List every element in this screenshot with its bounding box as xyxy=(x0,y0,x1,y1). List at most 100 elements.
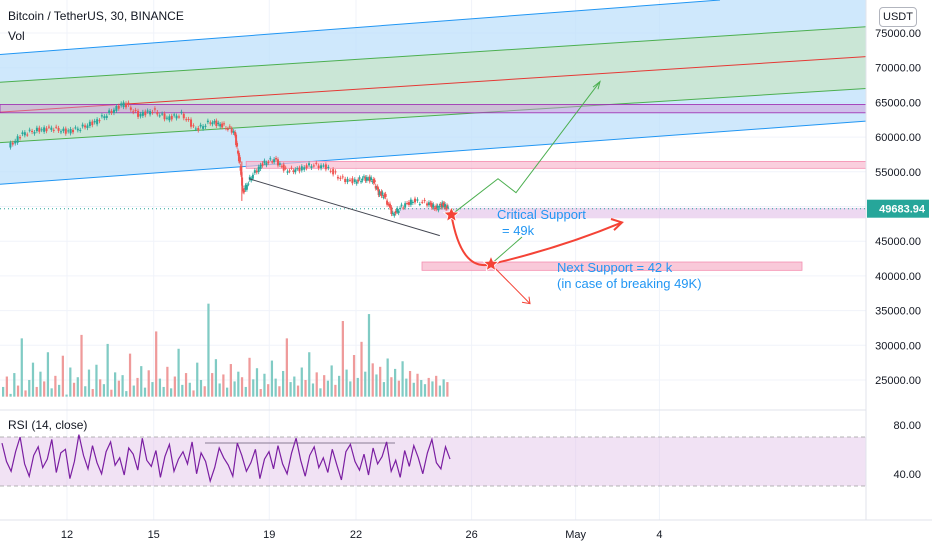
projection-recover-curve xyxy=(490,221,623,266)
candle-body xyxy=(180,111,183,113)
candle-body xyxy=(400,204,403,206)
candle-body xyxy=(204,125,207,127)
arrow-head xyxy=(610,218,624,231)
volume-bar xyxy=(181,384,184,397)
candle-body xyxy=(236,150,239,154)
candle-body xyxy=(19,137,22,139)
volume-bar xyxy=(311,383,315,397)
candle-body xyxy=(241,185,244,188)
candle-body xyxy=(439,204,442,206)
volume-bar xyxy=(177,348,180,397)
candle-body xyxy=(446,206,449,208)
volume-bar xyxy=(147,370,150,397)
candle-body xyxy=(423,199,426,202)
candle-body xyxy=(175,115,178,119)
candle-body xyxy=(245,184,248,190)
volume-bar xyxy=(76,377,79,397)
candle-body xyxy=(394,211,397,214)
candle-body xyxy=(310,166,313,168)
candle-body xyxy=(237,152,240,162)
candle-body xyxy=(228,126,231,128)
volume-bar xyxy=(352,355,356,397)
volume-bar xyxy=(132,385,135,397)
volume-bar xyxy=(278,386,281,397)
candle-body xyxy=(358,177,361,179)
critical-support-label: Critical Support xyxy=(497,207,586,222)
candle-body xyxy=(275,157,278,160)
volume-bar xyxy=(13,373,16,397)
volume-bar xyxy=(259,389,262,397)
candle-body xyxy=(445,208,448,210)
candle-body xyxy=(432,204,435,208)
candle-body xyxy=(232,131,235,133)
candle-body xyxy=(50,127,53,130)
volume-bar xyxy=(170,388,173,397)
candle-body xyxy=(259,164,262,169)
candle-body xyxy=(421,201,424,203)
candle-body xyxy=(386,200,389,205)
price-tick-label: 25000.00 xyxy=(875,375,921,387)
candle-body xyxy=(334,171,337,173)
candle-body xyxy=(64,128,67,134)
candle-body xyxy=(173,114,176,116)
candle-body xyxy=(69,128,72,134)
channel-green-lower xyxy=(0,88,867,144)
price-tick-label: 65000.00 xyxy=(875,97,921,109)
candle-body xyxy=(303,167,306,170)
volume-bar xyxy=(334,384,337,397)
candle-body xyxy=(86,125,89,129)
candle-body xyxy=(26,134,29,136)
volume-bar xyxy=(423,384,427,397)
volume-bar xyxy=(211,373,214,397)
last-price-label: 49683.94 xyxy=(879,204,926,216)
rsi-tick-label: 40.00 xyxy=(893,469,921,481)
next-support-note: (in case of breaking 49K) xyxy=(557,276,702,291)
candle-body xyxy=(248,176,251,180)
candle-body xyxy=(213,121,216,123)
candle-body xyxy=(362,176,365,178)
volume-bar xyxy=(405,378,408,397)
candle-body xyxy=(117,105,120,109)
candle-body xyxy=(137,110,140,117)
candle-body xyxy=(399,207,402,209)
candle-body xyxy=(282,164,285,171)
candle-body xyxy=(226,128,229,130)
volume-bar xyxy=(341,321,344,397)
volume-bar xyxy=(338,375,341,397)
volume-bar xyxy=(367,314,371,397)
volume-bar xyxy=(99,379,102,397)
candle-body xyxy=(351,178,354,184)
currency-badge[interactable]: USDT xyxy=(879,7,917,27)
volume-bar xyxy=(173,376,176,397)
candle-body xyxy=(197,127,200,131)
volume-bar xyxy=(188,382,191,397)
volume-bar xyxy=(58,384,61,397)
candle-body xyxy=(384,193,387,198)
candle-body xyxy=(74,127,77,129)
candle-body xyxy=(411,201,414,203)
volume-bar xyxy=(114,372,117,397)
rsi-label: RSI (14, close) xyxy=(8,418,88,432)
price-tick-label: 70000.00 xyxy=(875,63,921,75)
volume-bar xyxy=(35,386,38,397)
channel xyxy=(0,0,867,185)
candle-body xyxy=(132,111,135,113)
volume-bar xyxy=(416,373,419,397)
resistance-zone xyxy=(245,160,867,169)
time-tick-label: May xyxy=(565,529,586,541)
candle-body xyxy=(381,192,384,195)
volume-bar xyxy=(65,394,68,397)
candle-body xyxy=(28,129,31,131)
trendline-lows xyxy=(248,178,440,237)
candle-body xyxy=(127,102,130,105)
candle-body xyxy=(329,170,332,172)
volume-bar xyxy=(401,361,404,397)
candle-body xyxy=(84,125,87,128)
candle-body xyxy=(244,185,247,190)
candle-body xyxy=(391,212,394,214)
candle-body xyxy=(243,190,246,193)
candle-body xyxy=(433,208,436,210)
candle-body xyxy=(115,106,118,111)
candle-body xyxy=(57,127,60,131)
